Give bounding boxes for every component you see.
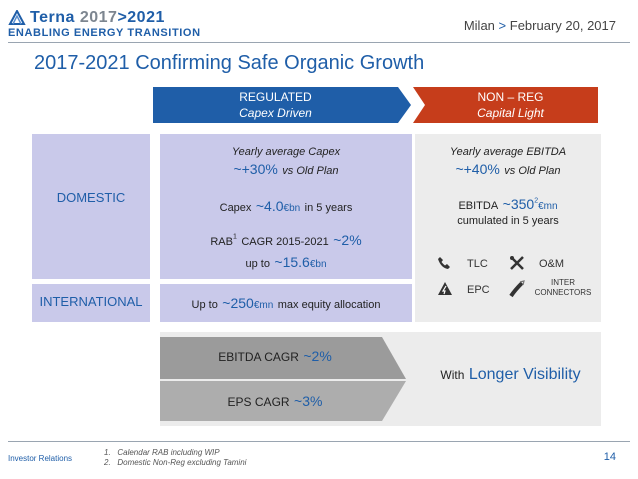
regulated-domestic-panel: Yearly average Capex ~+30% vs Old Plan C… xyxy=(160,134,412,279)
capex-growth-value: ~+30% xyxy=(233,161,278,177)
footer-divider xyxy=(8,441,630,442)
ebitda-prefix: EBITDA xyxy=(458,200,499,212)
cable-icon xyxy=(509,280,525,298)
capex-period: in 5 years xyxy=(304,202,353,214)
nonreg-subtitle: Capital Light xyxy=(477,106,544,120)
terna-logo-icon xyxy=(8,8,26,26)
rab-cagr-value: ~2% xyxy=(333,232,362,248)
rab-upto: up to xyxy=(245,258,270,270)
footnotes: 1. Calendar RAB including WIP 2. Domesti… xyxy=(104,448,246,468)
ebitda-cagr-label: EBITDA CAGR xyxy=(218,350,299,364)
intl-suffix: max equity allocation xyxy=(277,299,381,311)
footnote-2-number: 2. xyxy=(104,458,111,467)
phone-icon xyxy=(437,256,451,270)
nonreg-title: NON – REG xyxy=(477,90,544,104)
domestic-label: DOMESTIC xyxy=(56,190,126,205)
interconnectors-label-line2: CONNECTORS xyxy=(534,288,592,297)
epc-label: EPC xyxy=(467,284,490,296)
tools-icon xyxy=(509,255,525,271)
nonreg-header: NON – REG Capital Light xyxy=(413,85,603,125)
brand-word: Terna xyxy=(30,9,75,26)
brand-tagline: ENABLING ENERGY TRANSITION xyxy=(8,27,201,39)
date-text: February 20, 2017 xyxy=(509,18,616,33)
ebitda-label: Yearly average EBITDA xyxy=(449,146,567,158)
rab-cagr-label: CAGR 2015-2021 xyxy=(241,236,329,248)
capex-unit: €bn xyxy=(283,203,301,214)
rab-unit: €bn xyxy=(309,259,327,270)
international-label: INTERNATIONAL xyxy=(39,294,143,309)
ebitda-cagr-arrow xyxy=(160,337,406,379)
rab-amount: ~15.6 xyxy=(274,254,310,270)
capex-growth-suffix: vs Old Plan xyxy=(282,165,339,177)
ebitda-growth-suffix: vs Old Plan xyxy=(504,165,561,177)
rab-label: RAB xyxy=(210,236,233,248)
intl-unit: €mn xyxy=(253,300,274,311)
footnote-1-number: 1. xyxy=(104,448,111,457)
regulated-title: REGULATED xyxy=(239,90,312,104)
ebitda-growth-value: ~+40% xyxy=(455,161,500,177)
ebitda-cagr-value: ~2% xyxy=(303,348,332,364)
with-label: With xyxy=(440,368,465,382)
regulated-header: REGULATED Capex Driven xyxy=(153,85,413,125)
page-title: 2017-2021 Confirming Safe Organic Growth xyxy=(34,52,425,74)
footnote-2: Domestic Non-Reg excluding Tamini xyxy=(117,458,247,467)
brand-name: Terna 2017>2021 xyxy=(30,9,165,27)
eps-cagr-label: EPS CAGR xyxy=(227,395,290,409)
visibility-text: With Longer Visibility xyxy=(420,366,601,384)
hazard-icon xyxy=(437,281,453,296)
date-city: Milan xyxy=(463,18,495,33)
ebitda-unit: €mn xyxy=(538,201,558,212)
longer-visibility: Longer Visibility xyxy=(468,366,581,383)
international-row-label-box: INTERNATIONAL xyxy=(32,284,150,322)
brand-year-start: 2017 xyxy=(79,9,118,26)
domestic-row-label-box: DOMESTIC xyxy=(32,134,150,279)
capex-label: Yearly average Capex xyxy=(231,146,341,158)
date-line: Milan > February 20, 2017 xyxy=(464,18,616,33)
nonreg-panel: Yearly average EBITDA ~+40% vs Old Plan … xyxy=(415,134,601,322)
capex-amount: ~4.0 xyxy=(255,198,284,214)
om-label: O&M xyxy=(539,258,565,270)
summary-arrows: EBITDA CAGR ~2% EPS CAGR ~3% xyxy=(160,335,410,423)
ebitda-amount: ~350 xyxy=(502,196,535,212)
footnote-1: Calendar RAB including WIP xyxy=(117,448,220,457)
eps-cagr-arrow xyxy=(160,381,406,421)
brand-year-end: >2021 xyxy=(117,9,165,26)
investor-relations: Investor Relations xyxy=(8,454,73,463)
ebitda-period: cumulated in 5 years xyxy=(457,215,559,227)
capex-prefix: Capex xyxy=(219,202,252,214)
page-number: 14 xyxy=(603,451,616,463)
header-divider xyxy=(8,42,630,43)
ebitda-footnote-marker: 2 xyxy=(534,197,539,205)
date-separator: > xyxy=(498,18,507,33)
rab-footnote-marker: 1 xyxy=(232,233,237,241)
regulated-international-panel: Up to ~250€mn max equity allocation xyxy=(160,284,412,322)
intl-amount: ~250 xyxy=(222,295,254,311)
interconnectors-label-line1: INTER xyxy=(551,278,575,287)
eps-cagr-value: ~3% xyxy=(294,393,323,409)
intl-prefix: Up to xyxy=(191,299,218,311)
tlc-label: TLC xyxy=(467,258,488,270)
regulated-subtitle: Capex Driven xyxy=(239,106,312,120)
